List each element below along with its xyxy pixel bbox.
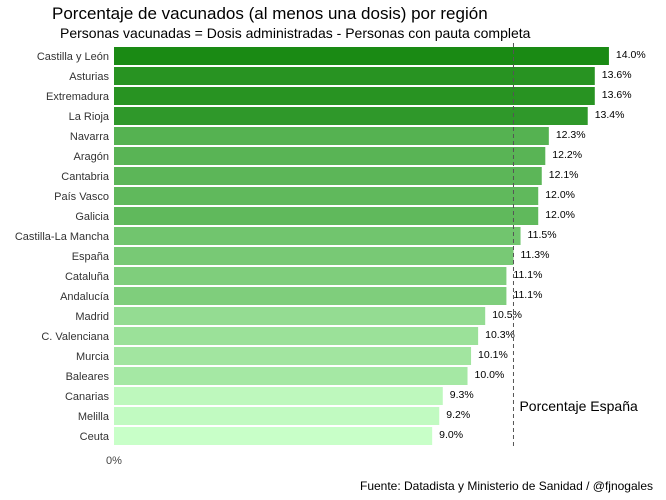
reference-line-label: Porcentaje España	[519, 398, 638, 414]
value-label: 9.0%	[439, 429, 463, 441]
bar	[114, 287, 507, 305]
category-label: Aragón	[74, 151, 109, 163]
value-label: 13.6%	[602, 89, 632, 101]
value-label: 12.1%	[549, 169, 579, 181]
value-label: 10.0%	[475, 369, 505, 381]
category-label: Galicia	[75, 211, 110, 223]
value-label: 13.6%	[602, 69, 632, 81]
bar	[114, 267, 507, 285]
x-tick-label: 0%	[106, 455, 122, 467]
bar	[114, 367, 468, 385]
value-label: 14.0%	[616, 49, 646, 61]
category-label: Andalucía	[60, 291, 110, 303]
category-label: Melilla	[78, 411, 110, 423]
bar	[114, 147, 546, 165]
value-label: 9.3%	[450, 389, 474, 401]
bar	[114, 207, 539, 225]
category-label: España	[72, 251, 110, 263]
bar	[114, 107, 588, 125]
bar	[114, 227, 521, 245]
bar	[114, 307, 486, 325]
category-label: Asturias	[69, 71, 109, 83]
category-label: Canarias	[65, 391, 110, 403]
value-label: 12.0%	[545, 209, 575, 221]
category-label: Extremadura	[46, 91, 110, 103]
bar	[114, 47, 609, 65]
bar	[114, 67, 595, 85]
category-label: País Vasco	[54, 191, 109, 203]
category-label: Navarra	[70, 131, 110, 143]
bar	[114, 127, 549, 145]
category-label: Cantabria	[61, 171, 110, 183]
bar	[114, 347, 472, 365]
value-label: 11.1%	[513, 269, 542, 281]
value-label: 11.3%	[520, 249, 549, 261]
bar	[114, 407, 440, 425]
category-labels: Castilla y León Asturias Extremadura La Rio…	[15, 51, 110, 443]
value-label: 11.1%	[513, 289, 542, 301]
bar	[114, 167, 542, 185]
value-label: 12.2%	[552, 149, 582, 161]
chart-title: Porcentaje de vacunados (al menos una do…	[52, 4, 488, 23]
value-labels: 14.0% 13.6% 13.6% 13.4% 12.3% 12.2% 12.1% 12.0%…	[439, 49, 646, 441]
value-label: 11.5%	[528, 229, 557, 241]
bar	[114, 87, 595, 105]
value-label: 10.1%	[478, 349, 508, 361]
bars-group	[114, 47, 609, 445]
chart-subtitle: Personas vacunadas = Dosis administradas…	[60, 25, 531, 41]
bar	[114, 387, 443, 405]
bar	[114, 427, 433, 445]
category-label: Castilla y León	[37, 51, 109, 63]
bar	[114, 327, 479, 345]
category-label: Cataluña	[65, 271, 110, 283]
category-label: C. Valenciana	[41, 331, 110, 343]
category-label: Ceuta	[80, 431, 110, 443]
value-label: 12.3%	[556, 129, 586, 141]
chart-caption: Fuente: Datadista y Ministerio de Sanida…	[360, 479, 653, 493]
bar	[114, 247, 514, 265]
bar	[114, 187, 539, 205]
category-label: Murcia	[76, 351, 110, 363]
category-label: Castilla-La Mancha	[15, 231, 110, 243]
value-label: 12.0%	[545, 189, 575, 201]
category-label: Baleares	[66, 371, 110, 383]
category-label: Madrid	[75, 311, 109, 323]
value-label: 9.2%	[446, 409, 470, 421]
value-label: 10.3%	[485, 329, 515, 341]
value-label: 10.5%	[492, 309, 522, 321]
category-label: La Rioja	[69, 111, 110, 123]
value-label: 13.4%	[595, 109, 625, 121]
